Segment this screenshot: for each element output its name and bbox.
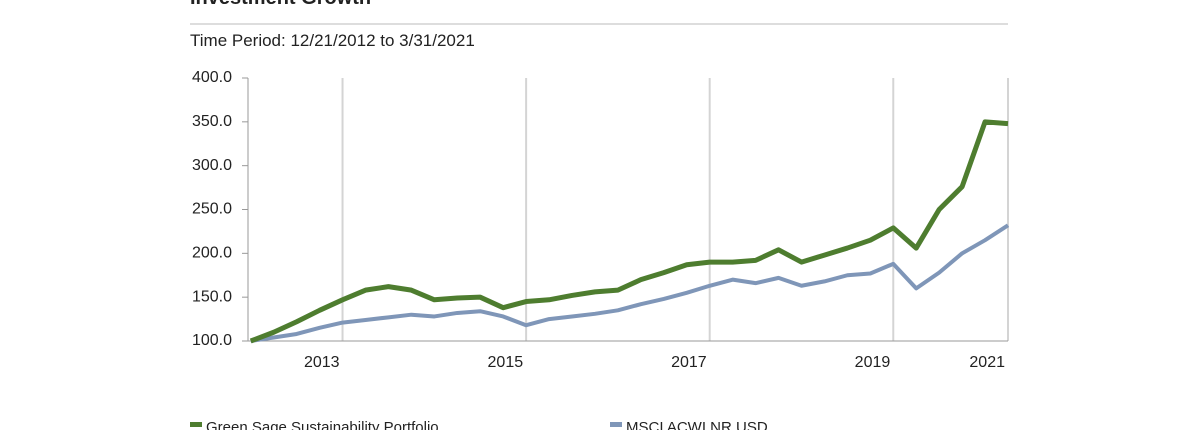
y-tick-label: 250.0	[192, 201, 232, 218]
y-tick-label: 350.0	[192, 113, 232, 130]
x-tick-label: 2017	[671, 354, 707, 371]
chart-subtitle: Time Period: 12/21/2012 to 3/31/2021	[190, 31, 475, 50]
legend-label: Green Sage Sustainability Portfolio	[206, 419, 439, 430]
series-line	[250, 223, 1010, 343]
x-tick-label: 2013	[304, 354, 340, 371]
y-tick-label: 200.0	[192, 245, 232, 262]
x-tick-label: 2021	[969, 354, 1005, 371]
legend-swatch	[610, 422, 622, 427]
y-tick-label: 400.0	[192, 69, 232, 86]
legend-swatch	[190, 422, 202, 427]
series-line	[249, 119, 1009, 344]
y-tick-label: 300.0	[192, 157, 232, 174]
legend-label: MSCI ACWI NR USD	[626, 419, 768, 430]
x-tick-label: 2015	[488, 354, 524, 371]
y-tick-label: 150.0	[192, 288, 232, 305]
y-tick-label: 100.0	[192, 332, 232, 349]
x-tick-label: 2019	[855, 354, 891, 371]
chart-title: Investment Growth	[190, 0, 371, 9]
